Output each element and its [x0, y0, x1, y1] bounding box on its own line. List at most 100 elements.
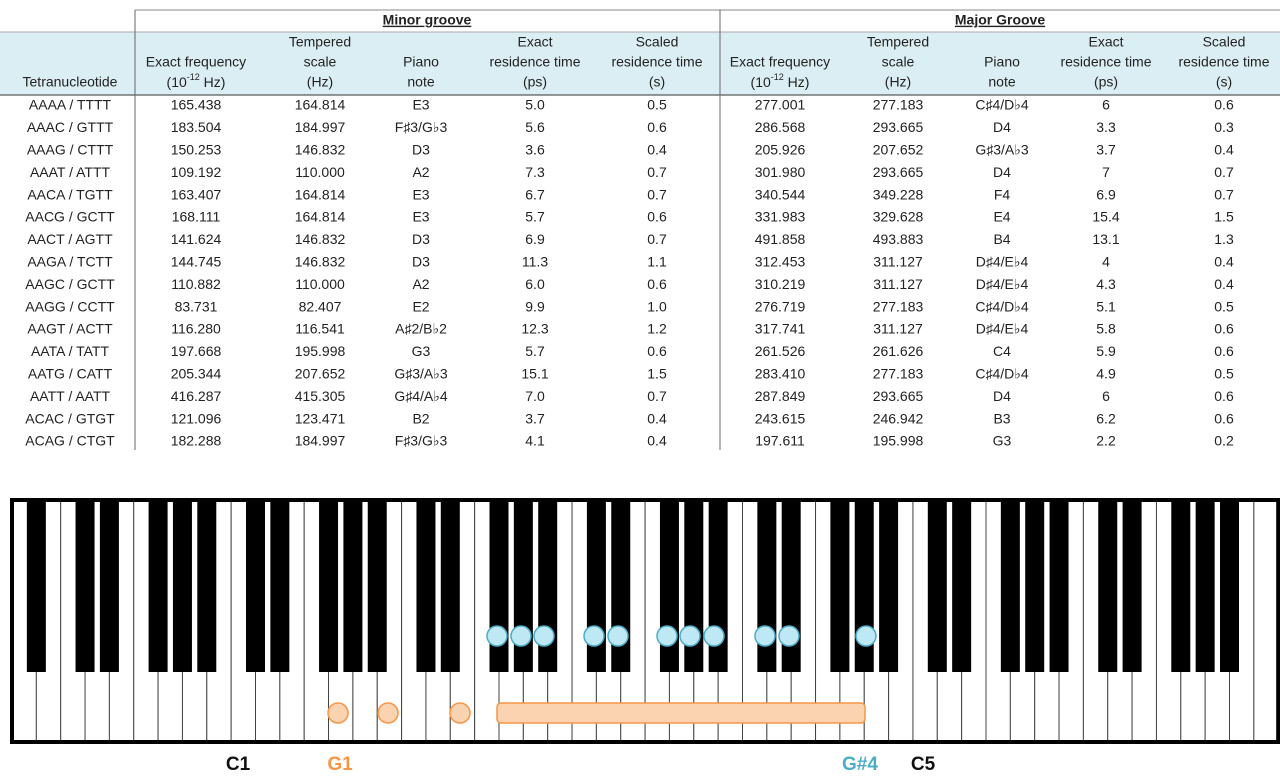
- table-cell: 5.8: [1096, 321, 1116, 337]
- table-cell: G♯3/A♭3: [394, 366, 448, 382]
- black-key: [1171, 500, 1191, 672]
- table-cell: 416.287: [171, 388, 222, 404]
- table-cell: 0.6: [1214, 97, 1234, 113]
- table-cell: AAAG / CTTT: [27, 142, 114, 158]
- table-cell: ACAC / GTGT: [25, 410, 115, 426]
- column-header: scale: [304, 54, 337, 70]
- header-part: Hz): [784, 74, 810, 90]
- column-header: Tetranucleotide: [23, 74, 118, 90]
- table-cell: 0.7: [1214, 186, 1234, 202]
- table-cell: 146.832: [295, 231, 346, 247]
- table-cell: 0.5: [1214, 366, 1234, 382]
- table-cell: 331.983: [755, 209, 806, 225]
- table-cell: 6: [1102, 388, 1110, 404]
- table-cell: 5.0: [525, 97, 545, 113]
- table-cell: 277.183: [873, 97, 924, 113]
- table-cell: 0.3: [1214, 119, 1234, 135]
- table-cell: 82.407: [299, 298, 342, 314]
- column-header: residence time: [1060, 54, 1151, 70]
- black-key: [1025, 500, 1045, 672]
- table-cell: D4: [993, 164, 1011, 180]
- table-cell: 5.7: [525, 209, 545, 225]
- table-cell: 110.000: [295, 276, 345, 292]
- table-cell: 205.926: [755, 142, 806, 158]
- column-header: (s): [649, 74, 665, 90]
- table-cell: D3: [412, 142, 430, 158]
- group-header: Major Groove: [955, 12, 1045, 28]
- black-key: [416, 500, 436, 672]
- column-header: residence time: [611, 54, 702, 70]
- table-cell: 184.997: [295, 119, 346, 135]
- black-key: [1122, 500, 1142, 672]
- keyboard-frame: [10, 498, 1280, 744]
- note-dot: [754, 625, 776, 647]
- table-cell: AAAA / TTTT: [29, 97, 112, 113]
- table-cell: 0.4: [647, 433, 667, 449]
- table-cell: E4: [993, 209, 1010, 225]
- table-cell: 6.9: [525, 231, 545, 247]
- table-cell: AAAC / GTTT: [27, 119, 114, 135]
- table-cell: 146.832: [295, 254, 346, 270]
- table-cell: 164.814: [295, 209, 346, 225]
- note-range: [496, 702, 866, 724]
- black-key: [830, 500, 850, 672]
- table-cell: F♯3/G♭3: [395, 433, 448, 449]
- table-cell: 0.4: [1214, 276, 1234, 292]
- table-cell: B4: [993, 231, 1010, 247]
- table-cell: 293.665: [873, 164, 924, 180]
- table-cell: 15.4: [1092, 209, 1119, 225]
- column-header: note: [407, 74, 434, 90]
- table-cell: E3: [412, 97, 429, 113]
- table-cell: 3.3: [1096, 119, 1116, 135]
- table-cell: 1.0: [647, 298, 667, 314]
- table-cell: D♯4/E♭4: [976, 276, 1029, 292]
- table-cell: 261.626: [873, 343, 924, 359]
- table-cell: 0.5: [647, 97, 667, 113]
- table-cell: 110.882: [171, 276, 221, 292]
- table-cell: AAGT / ACTT: [27, 321, 113, 337]
- table-cell: C♯4/D♭4: [975, 298, 1029, 314]
- table-cell: 311.127: [873, 276, 923, 292]
- black-key: [367, 500, 387, 672]
- table-cell: 121.096: [171, 410, 222, 426]
- table-cell: 0.6: [647, 209, 667, 225]
- table-cell: 261.526: [755, 343, 806, 359]
- table-cell: A♯2/B♭2: [395, 321, 447, 337]
- table-cell: AAAT / ATTT: [30, 164, 111, 180]
- column-header: Exact: [1088, 34, 1123, 50]
- table-cell: 293.665: [873, 119, 924, 135]
- column-header: Tempered: [289, 34, 351, 50]
- column-header: Exact frequency: [730, 54, 830, 70]
- table-cell: B2: [412, 410, 429, 426]
- note-dot: [377, 702, 399, 724]
- table-cell: 0.6: [1214, 388, 1234, 404]
- note-dot: [703, 625, 725, 647]
- table-cell: 0.5: [1214, 298, 1234, 314]
- column-header: residence time: [1178, 54, 1269, 70]
- table-cell: 0.4: [647, 410, 667, 426]
- table-cell: 3.7: [525, 410, 545, 426]
- table-cell: 197.611: [755, 433, 805, 449]
- table-cell: F♯3/G♭3: [395, 119, 448, 135]
- note-dot: [327, 702, 349, 724]
- table-cell: AACT / AGTT: [27, 231, 113, 247]
- table-cell: 4.1: [525, 433, 545, 449]
- table-cell: AAGC / GCTT: [25, 276, 115, 292]
- note-dot: [607, 625, 629, 647]
- table-cell: 0.7: [647, 164, 667, 180]
- table-cell: E3: [412, 186, 429, 202]
- header-part: (10: [751, 74, 771, 90]
- table-cell: D4: [993, 119, 1011, 135]
- table-cell: 317.741: [755, 321, 806, 337]
- table-cell: 7.0: [525, 388, 545, 404]
- table-cell: 3.7: [1096, 142, 1116, 158]
- table-cell: 310.219: [755, 276, 806, 292]
- table-cell: 9.9: [525, 298, 545, 314]
- table-cell: 0.4: [647, 142, 667, 158]
- table-cell: G3: [412, 343, 431, 359]
- table-cell: 415.305: [295, 388, 346, 404]
- table-cell: A2: [412, 164, 429, 180]
- note-label: G1: [327, 754, 353, 775]
- table-cell: 0.7: [647, 388, 667, 404]
- column-header: residence time: [489, 54, 580, 70]
